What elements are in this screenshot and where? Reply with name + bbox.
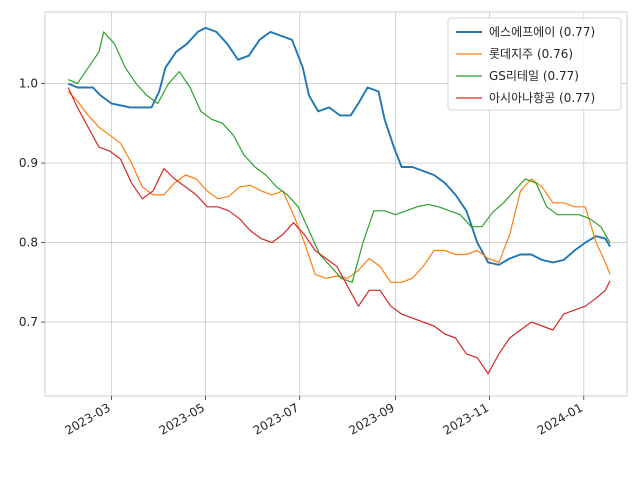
- y-tick-label: 1.0: [19, 77, 38, 91]
- series-line-3: [67, 31, 611, 283]
- y-axis: 0.7 0.8 0.9 1.0: [19, 77, 45, 329]
- plot-area-frame: [44, 11, 628, 397]
- legend: 에스에프에이 (0.77) 롯데지주 (0.76) GS리테일 (0.77) 아시아나…: [447, 17, 622, 111]
- legend-entry: 에스에프에이 (0.77): [489, 25, 595, 39]
- series-line-4: [67, 87, 611, 375]
- legend-entry: GS리테일 (0.77): [489, 69, 579, 83]
- legend-entry: 아시아나항공 (0.77): [489, 91, 595, 105]
- legend-entry: 롯데지주 (0.76): [489, 47, 573, 61]
- y-tick-label: 0.9: [19, 156, 38, 170]
- series-line-1: [67, 26, 611, 266]
- legend-box: [447, 17, 622, 111]
- y-tick-label: 0.7: [19, 315, 38, 329]
- y-tick-label: 0.8: [19, 236, 38, 250]
- series-lines: [67, 26, 611, 375]
